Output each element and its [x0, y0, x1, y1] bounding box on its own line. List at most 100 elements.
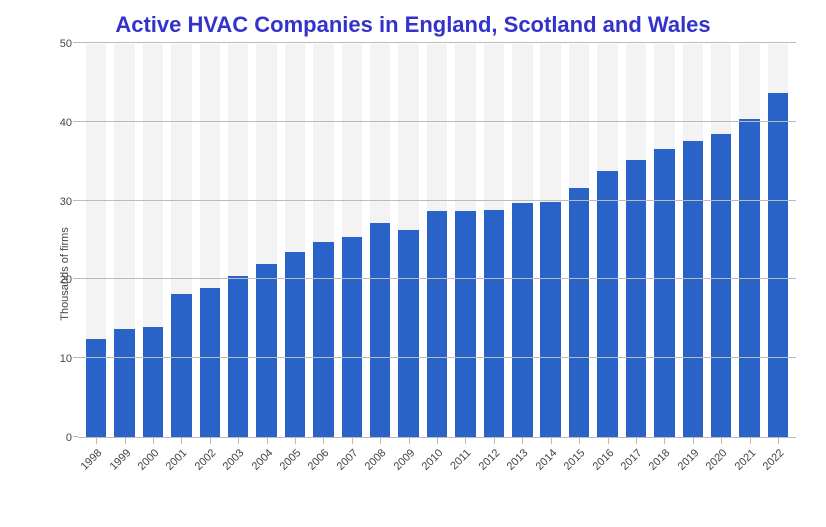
- x-tick-label: 1999: [107, 447, 133, 473]
- x-tick: 2005: [281, 438, 309, 504]
- bar: [143, 327, 163, 437]
- bar: [171, 294, 191, 437]
- y-tick-label: 10: [60, 353, 72, 365]
- x-tick: 1999: [110, 438, 138, 504]
- bar-slot: [451, 44, 479, 437]
- y-ticks: 01020304050: [44, 44, 78, 438]
- x-tick-mark: [323, 438, 324, 444]
- x-tick-mark: [494, 438, 495, 444]
- x-tick: 2018: [650, 438, 678, 504]
- x-tick-label: 2020: [704, 447, 730, 473]
- x-tick-label: 2021: [732, 447, 758, 473]
- x-tick: 2008: [366, 438, 394, 504]
- x-tick: 2009: [394, 438, 422, 504]
- bar-slot: [707, 44, 735, 437]
- plot-outer: Thousands of firms 01020304050 199819992…: [20, 44, 806, 504]
- bar-slot: [82, 44, 110, 437]
- x-tick-label: 2014: [533, 447, 559, 473]
- bar: [86, 339, 106, 437]
- grid-line: [78, 200, 796, 201]
- x-tick-label: 2005: [278, 447, 304, 473]
- x-tick: 2003: [224, 438, 252, 504]
- y-tick-label: 40: [60, 117, 72, 129]
- grid-line: [78, 42, 796, 43]
- bar: [540, 202, 560, 437]
- x-tick-mark: [437, 438, 438, 444]
- x-tick: 2001: [167, 438, 195, 504]
- bar: [654, 149, 674, 437]
- x-tick-label: 2001: [164, 447, 190, 473]
- bar-slot: [252, 44, 280, 437]
- x-tick: 2013: [508, 438, 536, 504]
- y-tick-label: 50: [60, 38, 72, 50]
- x-tick: 2019: [679, 438, 707, 504]
- bar: [768, 93, 788, 437]
- bar: [569, 188, 589, 437]
- x-tick-label: 2016: [590, 447, 616, 473]
- x-tick-mark: [465, 438, 466, 444]
- x-tick-mark: [664, 438, 665, 444]
- bar: [711, 134, 731, 437]
- x-tick: 2015: [565, 438, 593, 504]
- bar-slot: [593, 44, 621, 437]
- x-tick: 2000: [139, 438, 167, 504]
- x-tick: 2010: [423, 438, 451, 504]
- x-tick-label: 2013: [505, 447, 531, 473]
- bar-slot: [167, 44, 195, 437]
- bar: [484, 210, 504, 437]
- bar: [313, 242, 333, 437]
- x-tick-mark: [636, 438, 637, 444]
- bar-slot: [281, 44, 309, 437]
- x-tick-label: 2018: [647, 447, 673, 473]
- bar-slot: [480, 44, 508, 437]
- bar-slot: [309, 44, 337, 437]
- x-tick-mark: [750, 438, 751, 444]
- x-tick-mark: [522, 438, 523, 444]
- bar: [256, 264, 276, 437]
- bar-slot: [338, 44, 366, 437]
- bar-slot: [764, 44, 792, 437]
- bar: [370, 223, 390, 437]
- x-tick-mark: [238, 438, 239, 444]
- grid-line: [78, 357, 796, 358]
- x-tick: 2006: [309, 438, 337, 504]
- plot-area: [78, 44, 796, 438]
- bar: [427, 211, 447, 437]
- x-tick-label: 2015: [562, 447, 588, 473]
- bar-slot: [622, 44, 650, 437]
- x-tick-mark: [380, 438, 381, 444]
- x-tick: 2007: [338, 438, 366, 504]
- bar: [455, 211, 475, 437]
- x-tick-label: 2009: [391, 447, 417, 473]
- bars-container: [78, 44, 796, 437]
- bar-slot: [565, 44, 593, 437]
- bar-slot: [394, 44, 422, 437]
- bar: [398, 230, 418, 437]
- x-tick-mark: [608, 438, 609, 444]
- x-tick: 2022: [764, 438, 792, 504]
- x-tick: 2020: [707, 438, 735, 504]
- y-tick-mark: [73, 436, 78, 437]
- x-tick-label: 2010: [420, 447, 446, 473]
- x-tick-mark: [210, 438, 211, 444]
- x-tick: 2014: [537, 438, 565, 504]
- x-tick-mark: [267, 438, 268, 444]
- x-tick-mark: [153, 438, 154, 444]
- x-tick-label: 1998: [79, 447, 105, 473]
- bar-slot: [224, 44, 252, 437]
- chart-title: Active HVAC Companies in England, Scotla…: [20, 12, 806, 38]
- x-tick-label: 2000: [136, 447, 162, 473]
- x-tick-mark: [96, 438, 97, 444]
- x-tick-label: 2012: [477, 447, 503, 473]
- x-tick-mark: [693, 438, 694, 444]
- x-tick-label: 2011: [449, 447, 474, 472]
- x-tick-mark: [352, 438, 353, 444]
- x-tick-mark: [181, 438, 182, 444]
- x-tick-mark: [125, 438, 126, 444]
- bar-slot: [650, 44, 678, 437]
- x-tick: 2017: [622, 438, 650, 504]
- x-tick-mark: [551, 438, 552, 444]
- x-tick: 2021: [735, 438, 763, 504]
- x-tick: 2012: [480, 438, 508, 504]
- bar-chart: Active HVAC Companies in England, Scotla…: [0, 0, 826, 527]
